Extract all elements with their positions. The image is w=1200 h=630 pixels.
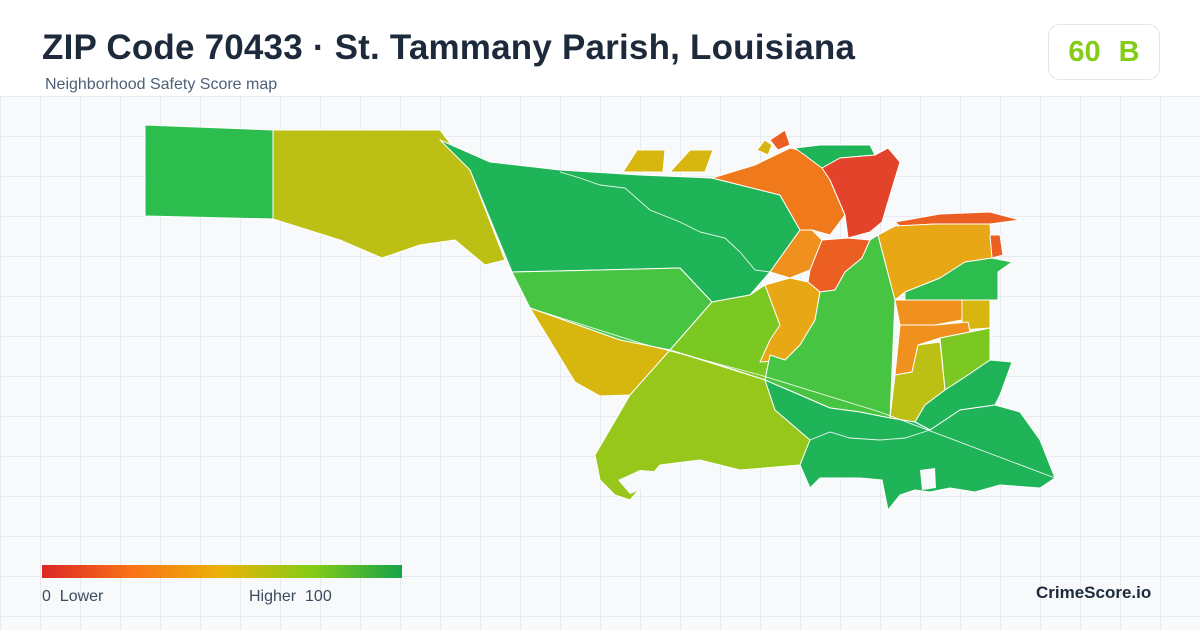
safety-score-badge: 60 B: [1048, 24, 1160, 80]
map-region[interactable]: [989, 234, 1004, 259]
map-region[interactable]: [821, 147, 901, 239]
map-region[interactable]: [894, 299, 963, 326]
header: ZIP Code 70433 · St. Tammany Parish, Lou…: [0, 0, 1200, 97]
map-region[interactable]: [622, 149, 666, 173]
brand-logo[interactable]: CrimeScore.io: [1036, 583, 1152, 602]
legend-gradient-bar: [42, 565, 402, 578]
safety-score-value: 60: [1068, 35, 1101, 68]
map-region[interactable]: [764, 379, 1056, 511]
map-water: [920, 468, 936, 490]
map-region[interactable]: [904, 257, 1013, 301]
legend-max-text: Higher: [249, 588, 297, 605]
safety-grade: B: [1118, 35, 1140, 68]
map-region[interactable]: [144, 124, 274, 220]
legend-min-text: Lower: [59, 588, 104, 605]
page-subtitle: Neighborhood Safety Score map: [45, 76, 278, 93]
map-region[interactable]: [272, 129, 506, 266]
legend-min-label: 0 Lower: [42, 588, 103, 606]
legend-max-value: 100: [305, 588, 332, 605]
map-river-line: [809, 429, 931, 441]
map-region[interactable]: [756, 139, 773, 156]
map-water: [618, 468, 678, 494]
map-region[interactable]: [669, 149, 714, 173]
map-river-line: [559, 171, 771, 273]
page-title: ZIP Code 70433 · St. Tammany Parish, Lou…: [42, 28, 856, 67]
legend-min-value: 0: [42, 588, 51, 605]
legend-max-label: Higher 100: [249, 588, 332, 606]
map-region[interactable]: [769, 129, 791, 151]
map-boundary-line: [529, 307, 1056, 479]
